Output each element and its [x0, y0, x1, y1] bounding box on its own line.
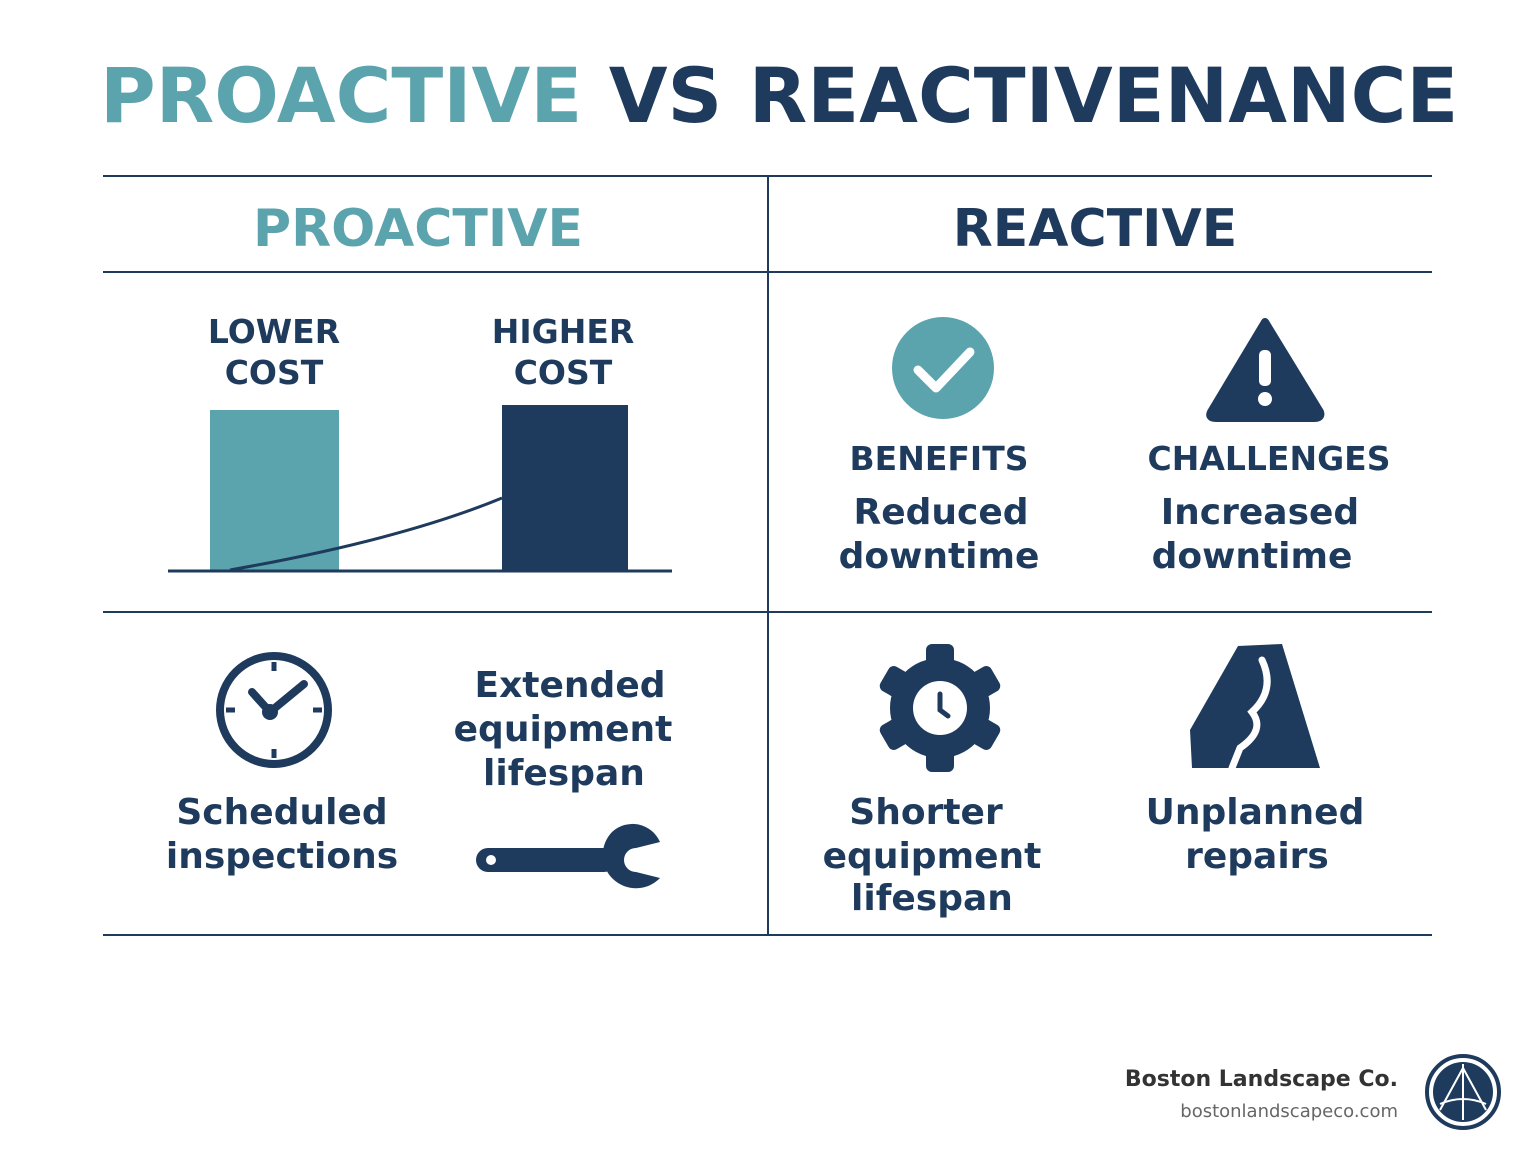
- title: PROACTIVE VS REACTIVENANCE: [100, 51, 1458, 140]
- item-text: inspections: [166, 836, 398, 877]
- logo: [1425, 1054, 1501, 1130]
- cost-label: COST: [225, 353, 324, 392]
- item-text: lifespan: [851, 878, 1013, 919]
- title-part: VS REACTIVENANCE: [582, 51, 1458, 140]
- item-label: CHALLENGES: [1148, 439, 1391, 478]
- cost-illustration: [168, 405, 672, 573]
- grid-rules: [103, 175, 1432, 936]
- item-text: downtime: [1152, 536, 1353, 577]
- cost-label: COST: [514, 353, 613, 392]
- check-icon: [892, 317, 994, 419]
- item-text: Extended: [474, 665, 665, 706]
- item-text: repairs: [1185, 836, 1329, 877]
- company-url: bostonlandscapeco.com: [1180, 1101, 1398, 1122]
- item-text: Increased: [1161, 492, 1359, 533]
- column-heading: REACTIVE: [953, 199, 1238, 259]
- gear-icon: [879, 644, 1001, 772]
- warning-icon: [1206, 318, 1325, 422]
- item-text: downtime: [839, 536, 1040, 577]
- cost-label: LOWER: [208, 312, 340, 351]
- item-text: Reduced: [853, 492, 1028, 533]
- title-part: PROACTIVE: [100, 51, 582, 140]
- cost-label: HIGHER: [492, 312, 635, 351]
- broken-icon: [1190, 644, 1320, 772]
- item-label: BENEFITS: [850, 439, 1029, 478]
- wrench-icon: [476, 823, 660, 889]
- item-text: Shorter: [849, 792, 1003, 833]
- column-heading: PROACTIVE: [253, 199, 583, 259]
- item-text: Scheduled: [176, 792, 387, 833]
- company-name: Boston Landscape Co.: [1125, 1067, 1398, 1092]
- item-text: equipment: [454, 709, 673, 750]
- item-text: equipment: [823, 836, 1042, 877]
- clock-icon: [216, 652, 332, 768]
- item-text: Unplanned: [1146, 792, 1365, 833]
- item-text: lifespan: [483, 753, 645, 794]
